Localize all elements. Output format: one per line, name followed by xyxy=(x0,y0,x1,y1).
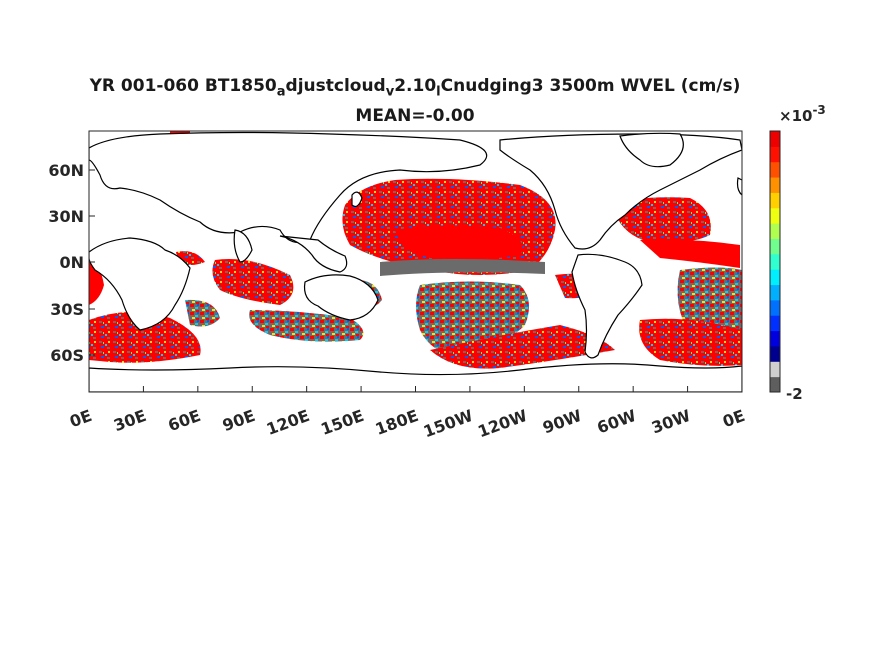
lon-tick-label: 0E xyxy=(720,406,747,431)
title-subscript: a xyxy=(276,84,286,100)
colorbar-min-label: -2 xyxy=(786,385,803,403)
title-part: Cnudging3 3500m WVEL (cm/s) xyxy=(440,76,741,96)
colorbar-segment xyxy=(770,315,780,332)
lat-tick-label: 0N xyxy=(59,253,84,272)
colorbar-scale-label: ×10-3 xyxy=(779,103,826,125)
colorbar-segment xyxy=(770,207,780,224)
land-africa xyxy=(89,237,191,331)
field-region-southern-ocean-atlantic xyxy=(639,318,742,366)
lon-tick-label: 30W xyxy=(649,406,693,438)
colorbar-segment xyxy=(770,146,780,163)
field-region-southern-ocean-indian xyxy=(249,310,364,342)
lon-tick-label: 150W xyxy=(421,406,476,441)
colorbar-segment xyxy=(770,345,780,362)
continents xyxy=(89,131,742,392)
chart-subtitle: MEAN=-0.00 xyxy=(355,106,475,126)
lat-tick-label: 30N xyxy=(48,207,84,226)
land-india xyxy=(233,229,253,263)
colorbar-segment xyxy=(770,223,780,239)
colorbar-segment xyxy=(770,131,780,147)
title-part: 2.10 xyxy=(394,76,437,96)
colorbar-segment xyxy=(770,238,780,255)
field-region-north-atlantic xyxy=(612,197,711,243)
lon-tick-label: 120E xyxy=(264,406,312,439)
lat-tick-label: 60N xyxy=(48,161,84,180)
colorbar xyxy=(770,131,780,393)
colorbar-segment xyxy=(770,177,780,193)
land-japan xyxy=(351,191,363,208)
title-subscript: v xyxy=(385,84,395,100)
title-part: djustcloud xyxy=(285,76,386,96)
land-greenland xyxy=(619,132,684,168)
land-southeast-asia xyxy=(279,235,348,273)
colorbar-segment xyxy=(770,192,780,209)
colorbar-segment xyxy=(770,269,780,286)
colorbar-segment xyxy=(770,284,780,301)
field-region-madagascar xyxy=(185,299,220,327)
land-australia xyxy=(303,274,379,321)
field-region-west-margin xyxy=(89,258,104,305)
lon-tick-label: 90W xyxy=(540,406,584,438)
colorbar-frame xyxy=(769,130,781,393)
lon-tick-label: 60W xyxy=(595,406,639,438)
field-region-pacific-red-core xyxy=(395,225,523,260)
land-antarctica xyxy=(89,363,742,392)
colorbar-segment xyxy=(770,376,780,393)
lon-tick-label: 0E xyxy=(67,406,94,431)
chart-title: YR 001-060 BT1850adjustcloudv2.10lCnudgi… xyxy=(0,76,830,99)
lon-tick-label: 30E xyxy=(111,406,149,435)
field-region-atlantic-tropics xyxy=(640,239,740,268)
lon-tick-label: 90E xyxy=(220,406,258,435)
field-region-southern-ocean-pacific xyxy=(430,325,615,369)
title-part: YR 001-060 BT1850 xyxy=(89,76,277,96)
land-eurasia xyxy=(89,131,488,243)
field-region-equatorial-band xyxy=(380,259,545,276)
lon-tick-label: 60E xyxy=(166,406,204,435)
colorbar-segment xyxy=(770,361,780,378)
title-subscript: l xyxy=(436,84,441,100)
lon-tick-label: 120W xyxy=(475,406,530,441)
colorbar-segment xyxy=(770,253,780,270)
colorbar-segment xyxy=(770,299,780,316)
lon-tick-label: 150E xyxy=(318,406,366,439)
land-south-america xyxy=(571,253,643,359)
lat-tick-group: 60N 30N 0N 30S 60S xyxy=(48,161,95,365)
lat-tick-label: 60S xyxy=(50,346,84,365)
field-region-southern-ocean-west xyxy=(89,311,201,363)
lon-tick-group: 0E 30E 60E 90E 120E 150E 180E 150W 120W 90W 60W 30W… xyxy=(67,386,747,441)
lat-tick-label: 30S xyxy=(50,300,84,319)
lon-tick-label: 180E xyxy=(373,406,421,439)
colorbar-segment xyxy=(770,330,780,347)
colorbar-segment xyxy=(770,161,780,178)
field-region-indian-ocean xyxy=(212,259,294,305)
